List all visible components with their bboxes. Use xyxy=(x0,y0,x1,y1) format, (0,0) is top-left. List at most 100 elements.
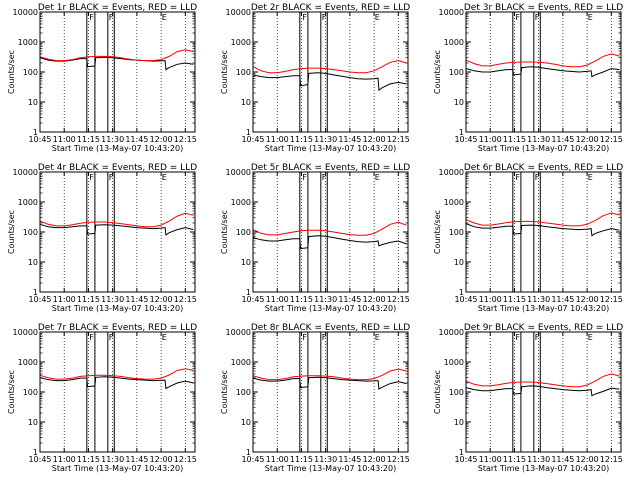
y-tick-label: 1000 xyxy=(231,358,251,367)
x-tick-label: 12:00 xyxy=(363,455,386,464)
x-tick-label: 12:00 xyxy=(576,295,599,304)
x-tick-label: 12:15 xyxy=(174,455,197,464)
y-tick-label: 10 xyxy=(241,258,251,267)
x-tick-label: 11:00 xyxy=(266,455,289,464)
series-line-events xyxy=(39,223,194,236)
series-line-events xyxy=(252,235,407,250)
x-tick-label: 12:15 xyxy=(174,135,197,144)
flag-label: E xyxy=(375,333,380,342)
interval-box xyxy=(107,331,115,453)
y-tick-label: 10000 xyxy=(226,168,251,177)
x-tick-label: 11:45 xyxy=(338,135,361,144)
y-tick-label: 100 xyxy=(236,68,251,77)
x-axis-title: Start Time (13-May-07 10:43:20) xyxy=(265,464,396,473)
series-line-lld xyxy=(252,221,407,236)
x-axis-title: Start Time (13-May-07 10:43:20) xyxy=(52,144,183,153)
y-tick-label: 100 xyxy=(449,388,464,397)
interval-box xyxy=(533,331,541,453)
y-tick-label: 10 xyxy=(241,418,251,427)
interval-box xyxy=(107,11,115,133)
flag-label: F xyxy=(302,173,307,182)
series-line-lld xyxy=(39,212,194,228)
plot-frame xyxy=(465,331,622,453)
x-tick-label: 11:45 xyxy=(338,295,361,304)
interval-box xyxy=(512,331,522,453)
x-tick-label: 11:15 xyxy=(503,135,526,144)
interval-box xyxy=(533,11,541,133)
x-tick-label: 11:15 xyxy=(77,295,100,304)
x-tick-label: 11:15 xyxy=(503,455,526,464)
flag-label: E xyxy=(162,173,167,182)
y-tick-label: 1000 xyxy=(18,38,38,47)
x-tick-label: 11:00 xyxy=(479,295,502,304)
flag-label: E xyxy=(162,13,167,22)
interval-box xyxy=(533,171,541,293)
x-tick-label: 11:30 xyxy=(527,455,550,464)
y-tick-label: 100 xyxy=(236,228,251,237)
flag-label: E xyxy=(588,333,593,342)
x-tick-label: 10:45 xyxy=(28,455,51,464)
flag-label: F xyxy=(109,333,114,342)
flag-label: F xyxy=(89,13,94,22)
series-line-lld xyxy=(465,212,620,227)
y-tick-label: 1 xyxy=(33,448,38,457)
chart-title: Det 2r BLACK = Events, RED = LLD xyxy=(251,3,410,13)
flag-label: F xyxy=(322,173,327,182)
flag-label: E xyxy=(162,333,167,342)
x-tick-label: 11:30 xyxy=(101,295,124,304)
x-tick-label: 11:00 xyxy=(479,455,502,464)
flag-label: F xyxy=(89,333,94,342)
x-tick-label: 11:45 xyxy=(551,295,574,304)
x-tick-label: 12:15 xyxy=(387,135,410,144)
x-tick-label: 11:15 xyxy=(77,135,100,144)
y-tick-label: 1 xyxy=(246,128,251,137)
y-tick-label: 1 xyxy=(459,288,464,297)
interval-box xyxy=(512,11,522,133)
x-tick-label: 11:30 xyxy=(314,455,337,464)
series-line-lld xyxy=(252,368,407,381)
y-tick-label: 1 xyxy=(33,288,38,297)
plot-frame xyxy=(39,331,196,453)
y-tick-label: 1000 xyxy=(18,358,38,367)
x-tick-label: 11:00 xyxy=(53,135,76,144)
x-tick-label: 11:45 xyxy=(551,455,574,464)
flag-label: F xyxy=(302,333,307,342)
y-tick-label: 1000 xyxy=(444,198,464,207)
flag-label: F xyxy=(322,13,327,22)
y-tick-label: 10 xyxy=(454,418,464,427)
x-tick-label: 11:45 xyxy=(338,455,361,464)
x-tick-label: 10:45 xyxy=(28,295,51,304)
y-tick-label: 10000 xyxy=(13,328,38,337)
x-axis-title: Start Time (13-May-07 10:43:20) xyxy=(52,464,183,473)
x-tick-label: 12:15 xyxy=(600,135,623,144)
series-line-lld xyxy=(39,368,194,380)
chart-title: Det 6r BLACK = Events, RED = LLD xyxy=(464,163,623,173)
flag-label: E xyxy=(375,13,380,22)
interval-box xyxy=(86,171,96,293)
y-tick-label: 10 xyxy=(28,418,38,427)
x-tick-label: 12:00 xyxy=(576,135,599,144)
interval-box xyxy=(320,331,328,453)
x-tick-label: 11:45 xyxy=(551,135,574,144)
x-tick-label: 12:15 xyxy=(174,295,197,304)
x-tick-label: 12:15 xyxy=(600,295,623,304)
x-tick-label: 12:15 xyxy=(387,455,410,464)
y-tick-label: 1 xyxy=(246,448,251,457)
y-tick-label: 10 xyxy=(28,98,38,107)
y-tick-label: 10 xyxy=(28,258,38,267)
x-axis-title: Start Time (13-May-07 10:43:20) xyxy=(478,304,609,313)
x-tick-label: 12:15 xyxy=(600,455,623,464)
y-tick-label: 1 xyxy=(459,128,464,137)
x-tick-label: 10:45 xyxy=(241,455,264,464)
series-line-lld xyxy=(465,53,620,68)
x-tick-label: 11:00 xyxy=(479,135,502,144)
x-tick-label: 11:30 xyxy=(314,135,337,144)
y-tick-label: 10000 xyxy=(226,328,251,337)
x-tick-label: 11:15 xyxy=(290,295,313,304)
